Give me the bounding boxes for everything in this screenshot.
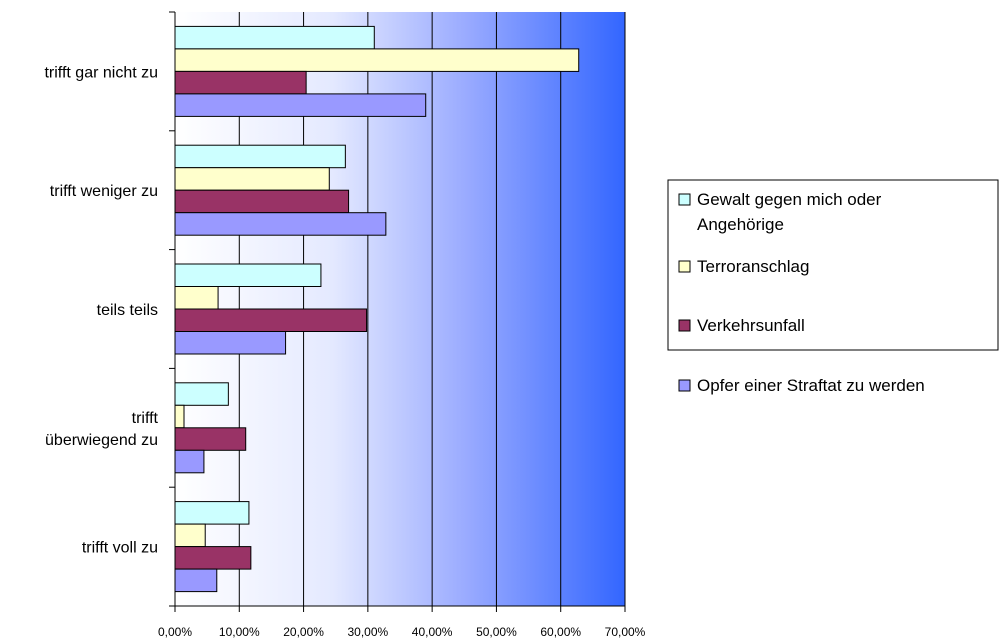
- bar: [174, 48, 580, 72]
- x-tick-label: 70,00%: [605, 625, 646, 639]
- bar: [174, 382, 229, 406]
- bar: [174, 212, 387, 236]
- bar: [174, 546, 252, 570]
- legend-label: Terroranschlag: [697, 257, 809, 276]
- legend-label: Angehörige: [697, 215, 784, 234]
- x-tick-labels: 0,00% 10,00% 20,00% 30,00% 40,00% 50,00% 60,00…: [158, 625, 646, 639]
- bar: [174, 189, 350, 214]
- category-label: trifft: [132, 410, 159, 427]
- bar: [174, 70, 307, 95]
- axes: [169, 11, 626, 612]
- x-tick-label: 60,00%: [540, 625, 581, 639]
- bar: [174, 25, 375, 50]
- bar: [174, 404, 185, 429]
- x-tick-label: 40,00%: [412, 625, 453, 639]
- category-label: überwiegend zu: [45, 432, 158, 449]
- category-label: trifft voll zu: [82, 540, 158, 557]
- category-labels: trifft gar nicht zu trifft weniger zu teil…: [44, 64, 158, 556]
- bar: [174, 144, 346, 169]
- bar: [174, 286, 219, 310]
- bar: [174, 93, 427, 117]
- legend-box: [667, 179, 999, 351]
- bar: [174, 427, 247, 451]
- legend: Gewalt gegen mich oder Angehörige Terroran…: [667, 179, 999, 395]
- x-tick-label: 0,00%: [158, 625, 192, 639]
- legend-label: Opfer einer Straftat zu werden: [697, 376, 925, 395]
- x-tick-label: 30,00%: [348, 625, 389, 639]
- legend-label: Gewalt gegen mich oder: [697, 190, 882, 209]
- x-tick-label: 10,00%: [219, 625, 260, 639]
- bar: [174, 501, 250, 525]
- legend-label: Verkehrsunfall: [697, 316, 805, 335]
- bar: [174, 167, 330, 191]
- category-label: teils teils: [97, 302, 158, 319]
- category-label: trifft weniger zu: [50, 183, 158, 200]
- bar: [174, 523, 206, 548]
- bar: [174, 331, 287, 355]
- x-tick-label: 20,00%: [283, 625, 324, 639]
- legend-swatch: [678, 379, 691, 392]
- legend-swatch: [678, 319, 691, 332]
- bar: [174, 263, 322, 287]
- category-label: trifft gar nicht zu: [44, 64, 158, 81]
- bar: [174, 568, 218, 593]
- bar: [174, 449, 205, 474]
- legend-swatch: [678, 193, 691, 206]
- legend-swatch: [678, 260, 691, 273]
- bars: [174, 25, 580, 593]
- x-tick-label: 50,00%: [476, 625, 517, 639]
- bar: [174, 308, 368, 332]
